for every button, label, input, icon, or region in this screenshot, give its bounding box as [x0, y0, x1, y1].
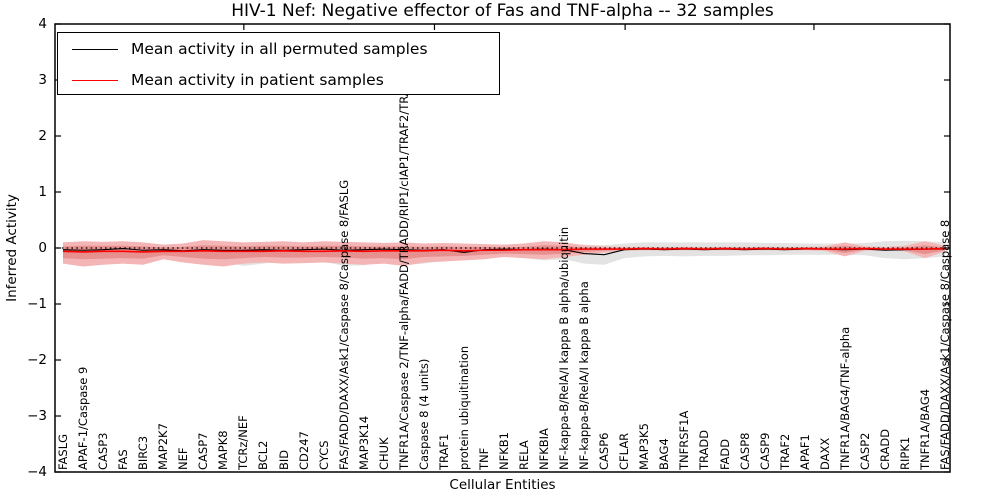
x-category-label: TRAF1	[436, 433, 451, 470]
x-category-label: DAXX	[817, 437, 832, 470]
x-axis-label: Cellular Entities	[449, 477, 556, 493]
y-tick-label: −3	[27, 408, 47, 424]
x-category-label: NF-kappa-B/RelA/I kappa B alpha/ubiquiti…	[557, 226, 572, 470]
x-category-label: MAP3K14	[356, 415, 371, 470]
legend-line-red	[72, 79, 118, 81]
x-category-label: TNFRSF1A	[677, 410, 692, 470]
x-category-label: MAPK8	[216, 430, 231, 470]
x-category-label: FADD	[717, 438, 732, 470]
x-category-label: BCL2	[256, 440, 271, 470]
y-tick-label: 2	[38, 128, 47, 144]
y-tick-label: 4	[38, 16, 47, 32]
x-category-label: RIPK1	[897, 436, 912, 470]
x-category-label: NF-kappa-B/RelA/I kappa B alpha	[577, 281, 592, 470]
x-category-label: NFKBIA	[537, 428, 552, 470]
y-tick-label: 0	[38, 240, 47, 256]
legend-line-black	[72, 48, 118, 50]
x-category-label: BAG4	[657, 438, 672, 470]
x-category-label: CASP2	[857, 432, 872, 470]
x-category-label: BID	[276, 449, 291, 470]
x-category-label: CHUK	[376, 437, 391, 470]
x-category-label: FAS/FADD/DAXX/Ask1/Caspase 8/Caspase 8/F…	[336, 179, 351, 470]
y-tick-label: 3	[38, 72, 47, 88]
x-category-label: CASP9	[757, 432, 772, 470]
y-tick-label: −1	[27, 296, 47, 312]
x-category-label: CASP8	[737, 432, 752, 470]
legend-label: Mean activity in all permuted samples	[131, 40, 428, 58]
legend-label: Mean activity in patient samples	[131, 71, 384, 89]
x-category-label: TRADD	[697, 429, 712, 470]
x-category-label: APAF-1/Caspase 9	[76, 366, 91, 470]
x-category-label: FASLG	[56, 433, 70, 470]
y-tick-label: −2	[27, 352, 47, 368]
x-category-label: APAF1	[797, 434, 812, 470]
x-category-label: TNFR1A/BAG4	[917, 388, 932, 470]
series-line-1	[62, 247, 946, 253]
x-category-label: CASP3	[96, 432, 111, 470]
x-category-label: TNFR1A/BAG4/TNF-alpha	[837, 326, 852, 470]
x-category-label: TNFR1A/Caspase 2/TNF-alpha/FADD/TRADD/RI…	[396, 74, 411, 470]
x-category-label: TRAF2	[777, 433, 792, 470]
legend-entry-patient: Mean activity in patient samples	[58, 65, 499, 95]
legend: Mean activity in all permuted samples Me…	[57, 32, 500, 95]
x-category-label: protein ubiquitination	[456, 345, 471, 470]
x-category-label: FAS/FADD/DAXX/Ask1/Caspase 8/Caspase 8	[938, 219, 952, 470]
x-category-label: CASP6	[597, 432, 612, 470]
legend-entry-permuted: Mean activity in all permuted samples	[58, 34, 499, 64]
x-category-label: CFLAR	[617, 432, 632, 470]
x-category-label: Caspase 8 (4 units)	[416, 358, 431, 470]
chart-title: HIV-1 Nef: Negative effector of Fas and …	[231, 1, 774, 21]
x-category-label: CASP7	[196, 432, 211, 470]
x-category-label: CD247	[296, 431, 311, 470]
y-tick-label: −4	[27, 464, 47, 480]
x-category-label: MAP3K5	[637, 423, 652, 470]
x-category-label: BIRC3	[136, 435, 151, 470]
x-category-label: TNF	[476, 447, 491, 470]
x-category-label: TCRz/NEF	[236, 415, 251, 470]
x-category-label: CYCS	[316, 440, 331, 470]
y-tick-label: 1	[38, 184, 47, 200]
x-category-label: FAS	[116, 449, 131, 470]
x-category-label: MAP2K7	[156, 423, 171, 470]
x-category-label: NEF	[176, 447, 191, 470]
x-category-label: RELA	[517, 440, 532, 470]
x-category-label: CRADD	[877, 428, 892, 470]
x-category-label: NFKB1	[497, 432, 511, 470]
